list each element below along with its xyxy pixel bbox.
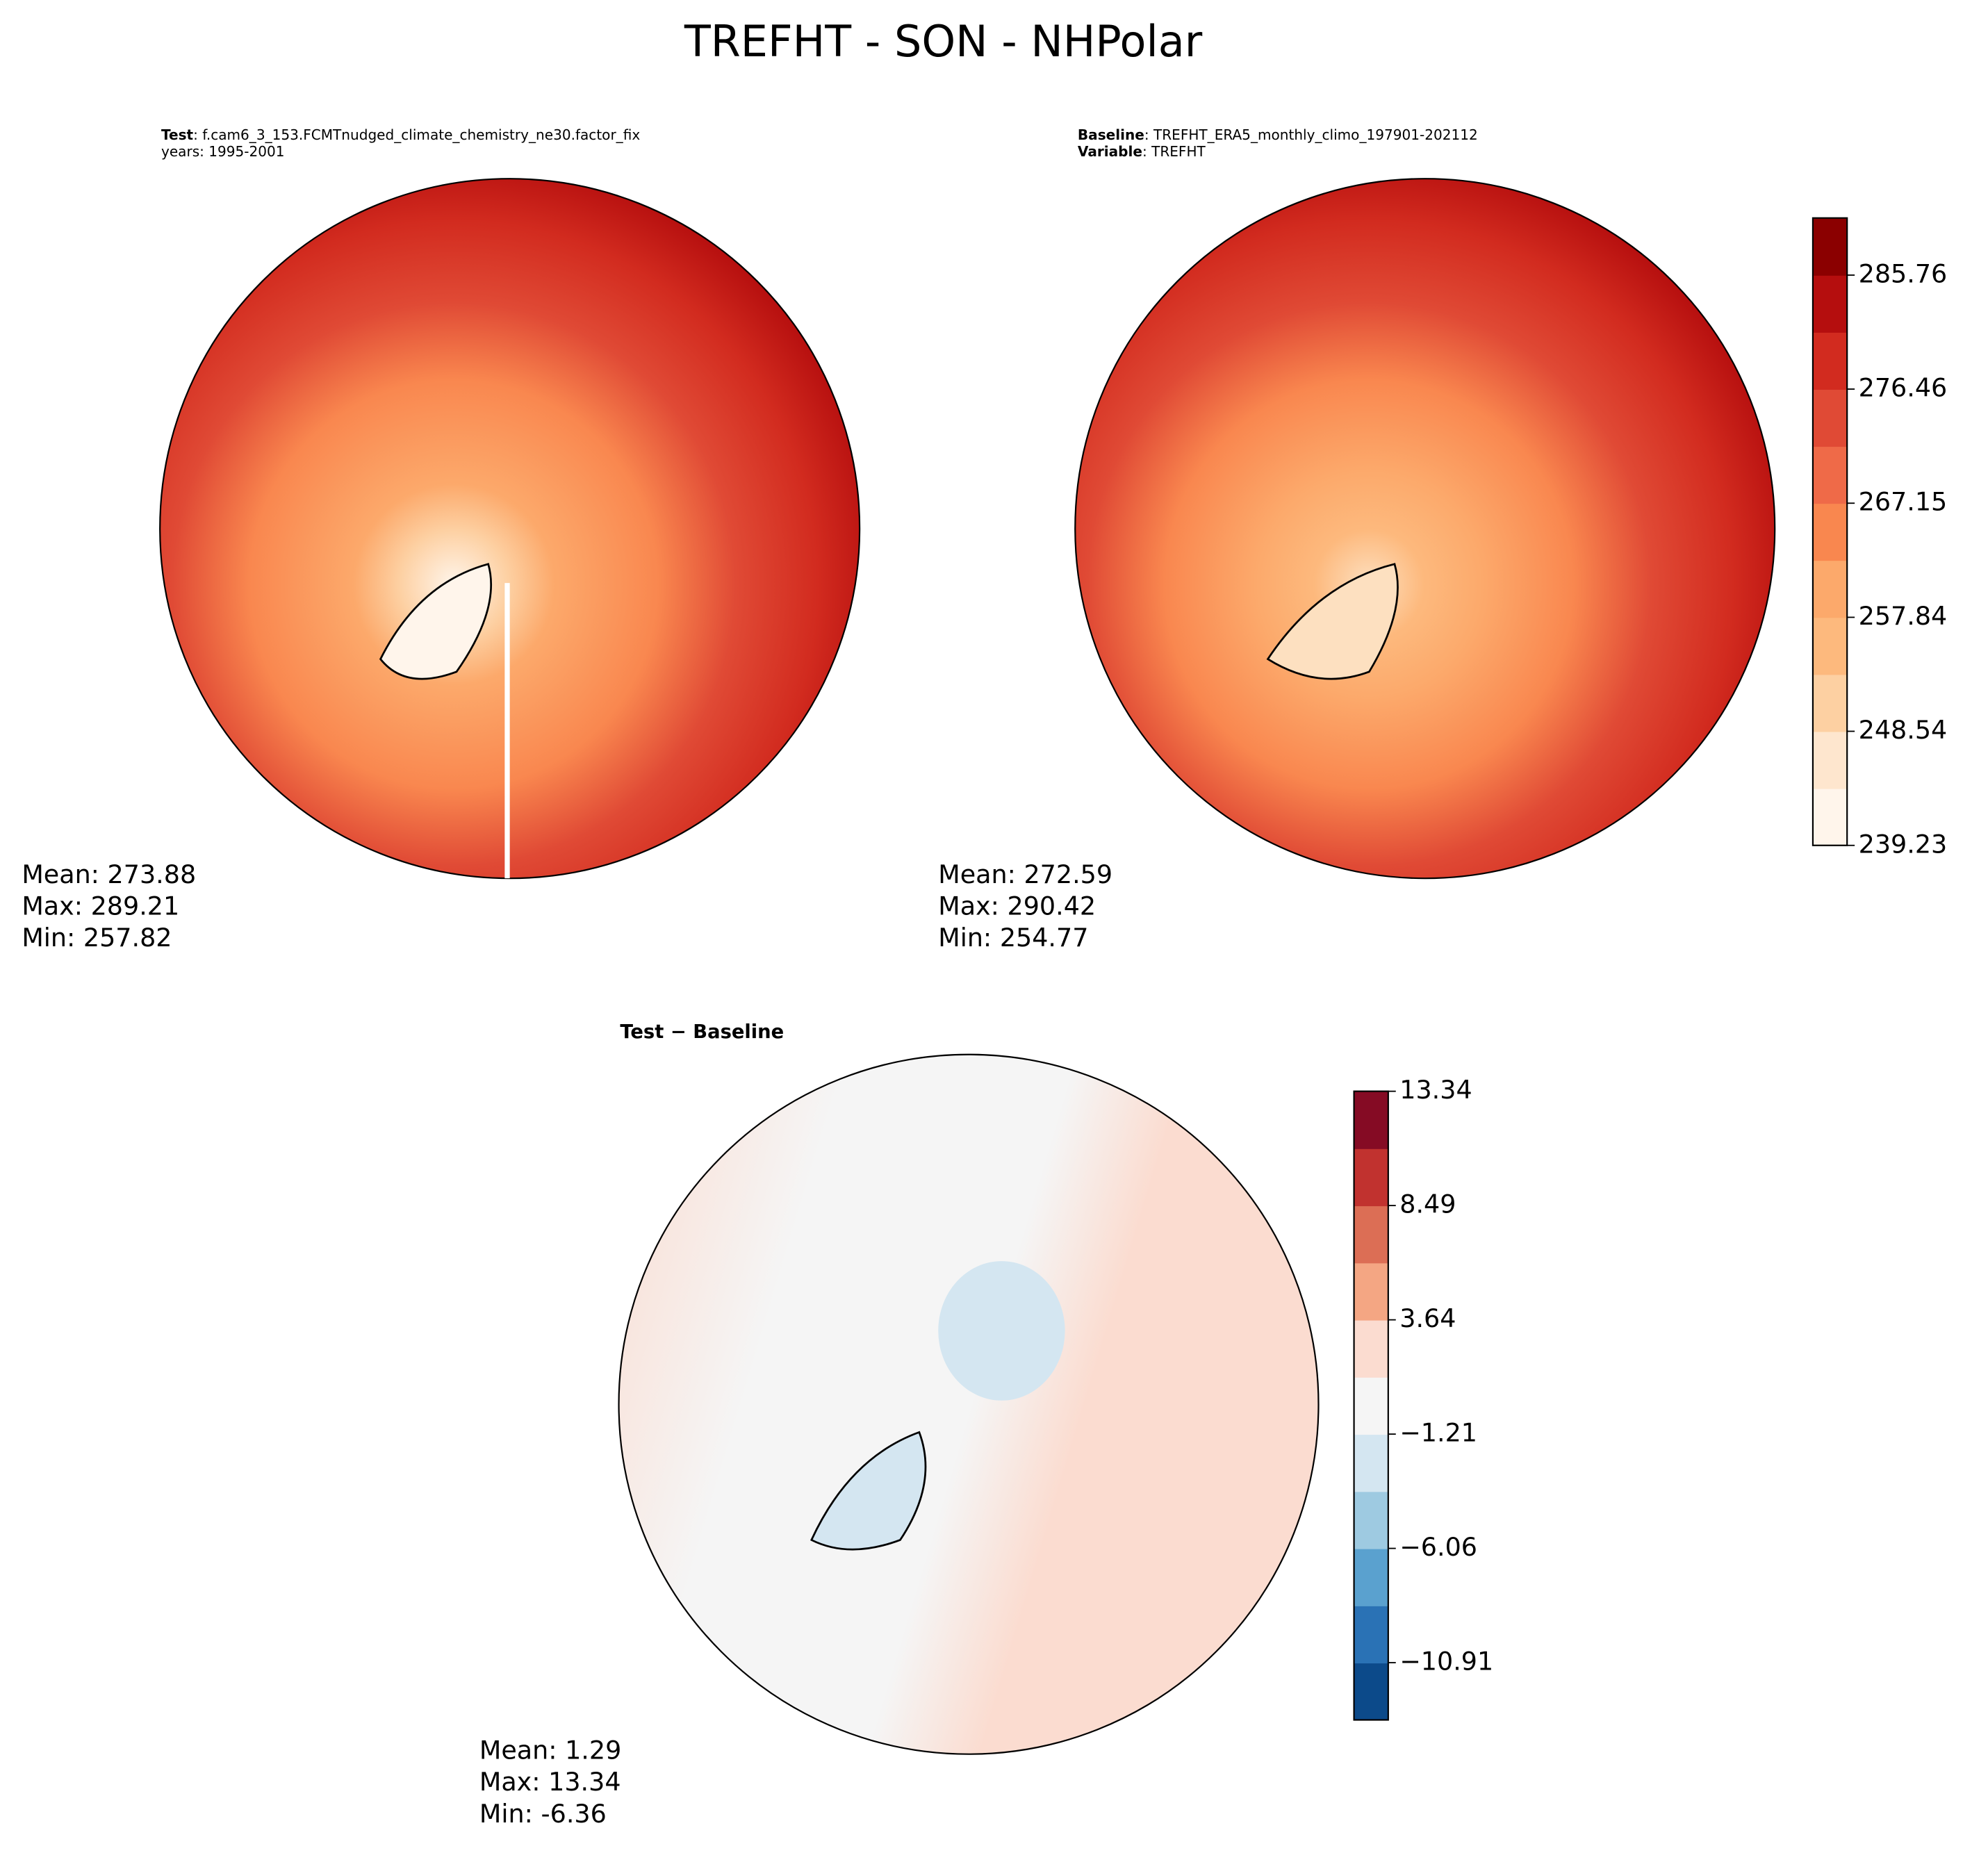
panel-stat: Mean: 1.29 [479,1736,621,1765]
panel-stat: Max: 290.42 [938,891,1096,921]
colorbar-band [1812,731,1848,789]
colorbar-band [1354,1663,1388,1721]
colorbar-band [1812,560,1848,618]
colorbar-band [1354,1262,1388,1321]
colorbar-band [1354,1605,1388,1664]
colorbar-band [1354,1205,1388,1264]
panel-stat: Max: 13.34 [479,1767,621,1797]
colorbar-tick-label: −10.91 [1399,1647,1493,1677]
header-key: Variable [1078,142,1142,159]
map-baseline [1074,178,1776,880]
panel-stat: Mean: 273.88 [22,859,196,889]
header-value: : TREFHT_ERA5_monthly_climo_197901-20211… [1144,126,1478,143]
colorbar-band [1354,1091,1388,1149]
colorbar-band [1354,1548,1388,1606]
colorbar-band [1354,1319,1388,1378]
colorbar-band [1812,274,1848,333]
colorbar-tick-label: 3.64 [1399,1303,1456,1333]
panel-stat: Mean: 272.59 [938,859,1112,889]
colorbar-band [1354,1491,1388,1549]
panel-stat: Max: 289.21 [22,891,179,921]
header-value: : f.cam6_3_153.FCMTnudged_climate_chemis… [193,126,640,143]
colorbar-band [1354,1434,1388,1492]
colorbar-tick-label: 257.84 [1859,601,1948,631]
colorbar-tick-label: −1.21 [1399,1418,1477,1448]
panel-stat: Min: 257.82 [22,923,172,953]
header-key: Test [161,126,194,143]
header-text: years: 1995-2001 [161,142,285,159]
colorbar-band [1812,503,1848,561]
colorbar-band [1812,617,1848,675]
header-key: Baseline [1078,126,1144,143]
header-value: : TREFHT [1142,142,1206,159]
panel-header: Variable: TREFHT [1078,142,1206,159]
colorbar-band [1812,788,1848,846]
colorbar-band [1812,389,1848,447]
panel-stat: Min: 254.77 [938,923,1088,953]
colorbar-band [1354,1376,1388,1435]
colorbar-tick-label: 13.34 [1399,1075,1472,1105]
panel-header: Test: f.cam6_3_153.FCMTnudged_climate_ch… [161,126,640,143]
colorbar-band [1812,217,1848,276]
colorbar-tick-label: 239.23 [1859,829,1948,859]
colorbar-tick-label: −6.06 [1399,1532,1477,1562]
map-test [159,178,861,880]
colorbar-band [1812,674,1848,732]
colorbar-tick-label: 267.15 [1859,487,1948,517]
panel-header: years: 1995-2001 [161,142,285,159]
map-difference [618,1053,1320,1755]
panel-header: Baseline: TREFHT_ERA5_monthly_climo_1979… [1078,126,1478,143]
colorbar-tick-label: 285.76 [1859,258,1948,288]
panel-title: Test − Baseline [620,1021,784,1043]
colorbar-tick-label: 248.54 [1859,715,1948,745]
colorbar-frame [1353,1090,1389,1721]
colorbar-tick-label: 8.49 [1399,1189,1456,1219]
colorbar-band [1812,446,1848,504]
colorbar-tick-label: 276.46 [1859,373,1948,403]
panel-stat: Min: -6.36 [479,1799,607,1829]
figure-title: TREFHT - SON - NHPolar [684,16,1203,67]
colorbar-frame [1812,217,1848,846]
colorbar-band [1354,1148,1388,1207]
colorbar-band [1812,331,1848,390]
